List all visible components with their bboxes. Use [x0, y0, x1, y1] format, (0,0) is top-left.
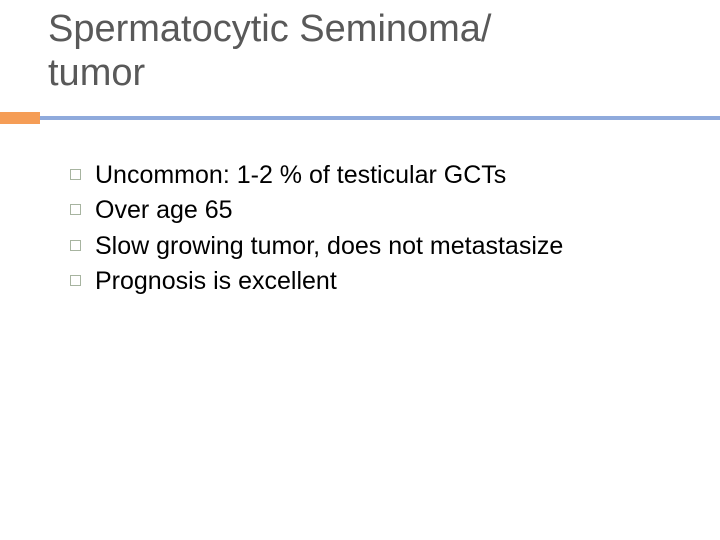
list-item: Slow growing tumor, does not metastasize	[70, 231, 670, 262]
square-bullet-icon	[70, 169, 81, 180]
bullet-text: Slow growing tumor, does not metastasize	[95, 231, 563, 262]
list-item: Uncommon: 1-2 % of testicular GCTs	[70, 160, 670, 191]
list-item: Prognosis is excellent	[70, 266, 670, 297]
slide-title-line1: Spermatocytic Seminoma/	[48, 8, 720, 52]
slide-title-line2: tumor	[48, 52, 720, 96]
square-bullet-icon	[70, 240, 81, 251]
bullet-text: Prognosis is excellent	[95, 266, 337, 297]
bullet-list: Uncommon: 1-2 % of testicular GCTs Over …	[70, 160, 670, 301]
bullet-text: Uncommon: 1-2 % of testicular GCTs	[95, 160, 506, 191]
list-item: Over age 65	[70, 195, 670, 226]
slide-title-area: Spermatocytic Seminoma/ tumor	[0, 0, 720, 95]
square-bullet-icon	[70, 275, 81, 286]
divider-line	[0, 116, 720, 120]
bullet-text: Over age 65	[95, 195, 233, 226]
divider-accent-bar	[0, 112, 40, 124]
square-bullet-icon	[70, 204, 81, 215]
